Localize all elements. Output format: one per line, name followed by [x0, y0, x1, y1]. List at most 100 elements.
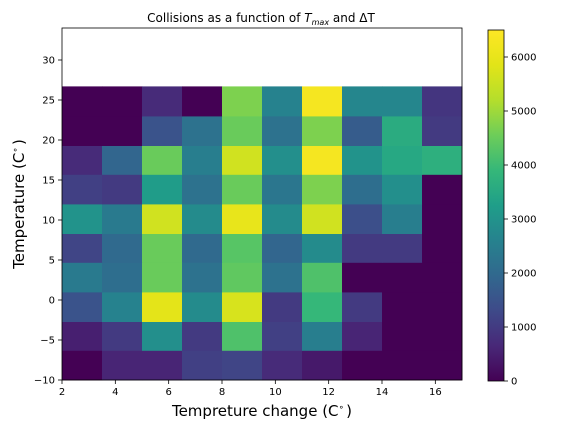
heatmap-cell — [222, 86, 263, 117]
heatmap-cell — [142, 174, 183, 205]
heatmap-cell — [102, 292, 143, 322]
heatmap-cell — [342, 233, 383, 263]
heatmap-cell — [382, 321, 423, 351]
y-tick-label: 5 — [49, 256, 55, 267]
heatmap-cell — [422, 350, 463, 381]
y-tick-label: 10 — [42, 216, 55, 227]
heatmap-cell — [102, 116, 143, 146]
heatmap-cell — [382, 350, 423, 381]
heatmap-cell — [382, 86, 423, 117]
heatmap-cell — [62, 145, 103, 175]
heatmap-cell — [302, 86, 343, 117]
colorbar-tick-label: 3000 — [511, 215, 536, 226]
heatmap-cell — [62, 116, 103, 146]
heatmap-cell — [222, 321, 263, 351]
x-tick-label: 2 — [59, 387, 65, 398]
heatmap-cell — [182, 145, 223, 175]
heatmap-cell — [302, 233, 343, 263]
heatmap-cell — [302, 262, 343, 293]
heatmap-cell — [102, 262, 143, 293]
chart-title: Collisions as a function of Tmax and ΔT — [147, 11, 375, 27]
heatmap-cell — [102, 321, 143, 351]
y-tick-label: 30 — [42, 56, 55, 67]
heatmap-cell — [422, 292, 463, 322]
heatmap-cell — [342, 321, 383, 351]
x-tick-label: 4 — [112, 387, 118, 398]
x-tick-label: 10 — [269, 387, 282, 398]
heatmap-cell — [182, 204, 223, 234]
colorbar-tick-label: 2000 — [511, 269, 536, 280]
heatmap-cell — [422, 86, 463, 117]
heatmap-cell — [422, 204, 463, 234]
heatmap-cell — [222, 292, 263, 322]
heatmap-cell — [262, 174, 303, 205]
heatmap-cell — [302, 116, 343, 146]
heatmap-cell — [182, 233, 223, 263]
heatmap-cell — [222, 233, 263, 263]
colorbar-tick-label: 6000 — [511, 53, 536, 64]
heatmap-cell — [342, 204, 383, 234]
y-tick-label: −10 — [34, 376, 55, 387]
heatmap-cell — [262, 204, 303, 234]
y-tick-label: 25 — [42, 96, 55, 107]
y-axis: −10 −5 0 5 10 15 20 25 30 — [34, 56, 62, 387]
heatmap-cell — [382, 174, 423, 205]
heatmap-cell — [222, 145, 263, 175]
heatmap-cell — [262, 292, 303, 322]
y-axis-label: Temperature (C∘) — [10, 139, 28, 270]
heatmap-cell — [182, 350, 223, 381]
heatmap-cell — [382, 233, 423, 263]
heatmap-cell — [422, 321, 463, 351]
colorbar-tick-label: 0 — [511, 377, 517, 388]
heatmap-cell — [422, 145, 463, 175]
heatmap-cell — [422, 262, 463, 293]
y-tick-label: 15 — [42, 176, 55, 187]
heatmap-cell — [342, 350, 383, 381]
y-tick-label: 0 — [49, 296, 55, 307]
heatmap-cell — [142, 86, 183, 117]
colorbar-axis: 0 1000 2000 3000 4000 5000 6000 — [504, 53, 536, 388]
x-axis-label: Tempreture change (C∘) — [171, 402, 352, 420]
heatmap-cell — [262, 233, 303, 263]
heatmap-cell — [142, 116, 183, 146]
heatmap-cell — [62, 204, 103, 234]
heatmap-cell — [142, 233, 183, 263]
x-tick-label: 16 — [429, 387, 442, 398]
heatmap-cell — [62, 233, 103, 263]
heatmap-cell — [102, 350, 143, 381]
heatmap-cell — [142, 145, 183, 175]
heatmap-cell — [182, 292, 223, 322]
heatmap-cell — [102, 174, 143, 205]
heatmap-cell — [62, 321, 103, 351]
heatmap-cell — [182, 86, 223, 117]
heatmap-cells — [62, 86, 463, 381]
heatmap-cell — [302, 321, 343, 351]
heatmap-cell — [342, 116, 383, 146]
heatmap-cell — [342, 145, 383, 175]
heatmap-cell — [302, 174, 343, 205]
x-tick-label: 6 — [165, 387, 171, 398]
heatmap-cell — [262, 262, 303, 293]
y-tick-label: −5 — [40, 336, 55, 347]
heatmap-cell — [142, 350, 183, 381]
heatmap-cell — [302, 350, 343, 381]
colorbar-tick-label: 1000 — [511, 323, 536, 334]
heatmap-cell — [422, 116, 463, 146]
heatmap-cell — [262, 116, 303, 146]
heatmap-cell — [342, 174, 383, 205]
heatmap-cell — [142, 321, 183, 351]
heatmap-cell — [222, 174, 263, 205]
heatmap-cell — [102, 145, 143, 175]
heatmap-cell — [422, 233, 463, 263]
heatmap-cell — [262, 86, 303, 117]
heatmap-cell — [182, 262, 223, 293]
heatmap-cell — [62, 86, 103, 117]
heatmap-cell — [302, 204, 343, 234]
heatmap-cell — [62, 174, 103, 205]
heatmap-cell — [342, 262, 383, 293]
heatmap-cell — [102, 204, 143, 234]
heatmap-cell — [302, 145, 343, 175]
heatmap-cell — [182, 321, 223, 351]
heatmap-cell — [262, 350, 303, 381]
